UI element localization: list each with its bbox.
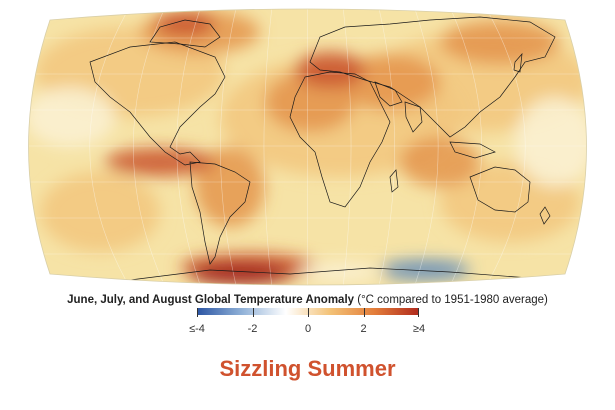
colorbar-tick	[363, 308, 365, 317]
legend-caption-title: June, July, and August Global Temperatur…	[67, 294, 355, 306]
colorbar-tick	[308, 308, 309, 317]
meridian-line	[482, 9, 526, 285]
colorbar-tick-label: 0	[304, 323, 312, 335]
globe-outline	[28, 8, 587, 286]
colorbar-tick	[197, 308, 198, 317]
colorbar-tick	[252, 308, 254, 317]
meridian-line	[263, 9, 273, 285]
colorbar-tick-label: 2	[360, 323, 367, 335]
colorbar-tick	[418, 308, 419, 317]
headline: Sizzling Summer	[219, 356, 396, 381]
meridian-line	[447, 9, 482, 285]
colorbar-tick-label: ≥4	[412, 323, 426, 335]
meridian-line	[412, 9, 439, 285]
temperature-anomaly-map	[10, 2, 605, 292]
legend-caption-units: (°C compared to 1951-1980 average)	[354, 294, 548, 306]
world-map	[28, 8, 587, 286]
graticule-lines	[28, 9, 587, 285]
coastlines	[89, 16, 556, 281]
colorbar-tick-labels: ≤-4 -2 0 2 ≥4	[189, 323, 425, 337]
meridian-line	[89, 9, 133, 285]
meridian-line	[220, 9, 238, 285]
colorbar-container	[197, 308, 419, 322]
meridian-line	[342, 9, 352, 285]
meridian-line	[133, 9, 168, 285]
colorbar-tick-label: ≤-4	[189, 323, 205, 335]
legend-caption: June, July, and August Global Temperatur…	[0, 294, 615, 306]
meridian-line	[176, 9, 203, 285]
colorbar-tick-label: -2	[247, 323, 258, 335]
meridian-line	[377, 9, 395, 285]
